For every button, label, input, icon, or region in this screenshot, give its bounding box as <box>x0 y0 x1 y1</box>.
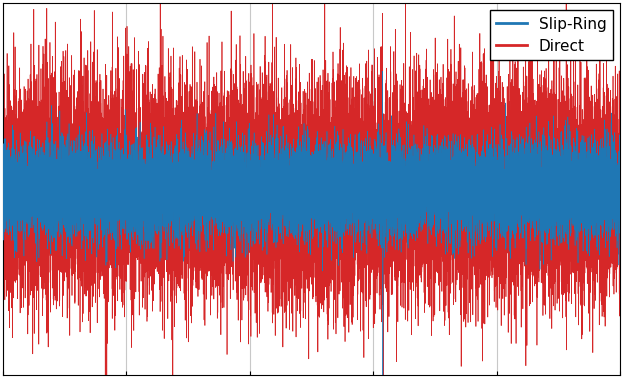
Direct <box>396 153 403 158</box>
Direct <box>153 169 160 174</box>
Direct <box>441 205 449 210</box>
Slip-Ring <box>576 155 584 159</box>
Direct <box>576 197 584 202</box>
Slip-Ring <box>291 293 298 298</box>
Slip-Ring <box>373 186 380 190</box>
Slip-Ring <box>0 231 6 235</box>
Direct <box>373 200 380 204</box>
Line: Direct: Direct <box>2 71 621 378</box>
Slip-Ring <box>396 251 403 255</box>
Slip-Ring <box>441 318 449 322</box>
Slip-Ring <box>617 244 623 248</box>
Direct <box>291 197 298 201</box>
Legend: Slip-Ring, Direct: Slip-Ring, Direct <box>490 11 612 60</box>
Direct <box>617 194 623 199</box>
Direct <box>379 69 386 73</box>
Direct <box>0 149 6 153</box>
Slip-Ring <box>153 128 160 133</box>
